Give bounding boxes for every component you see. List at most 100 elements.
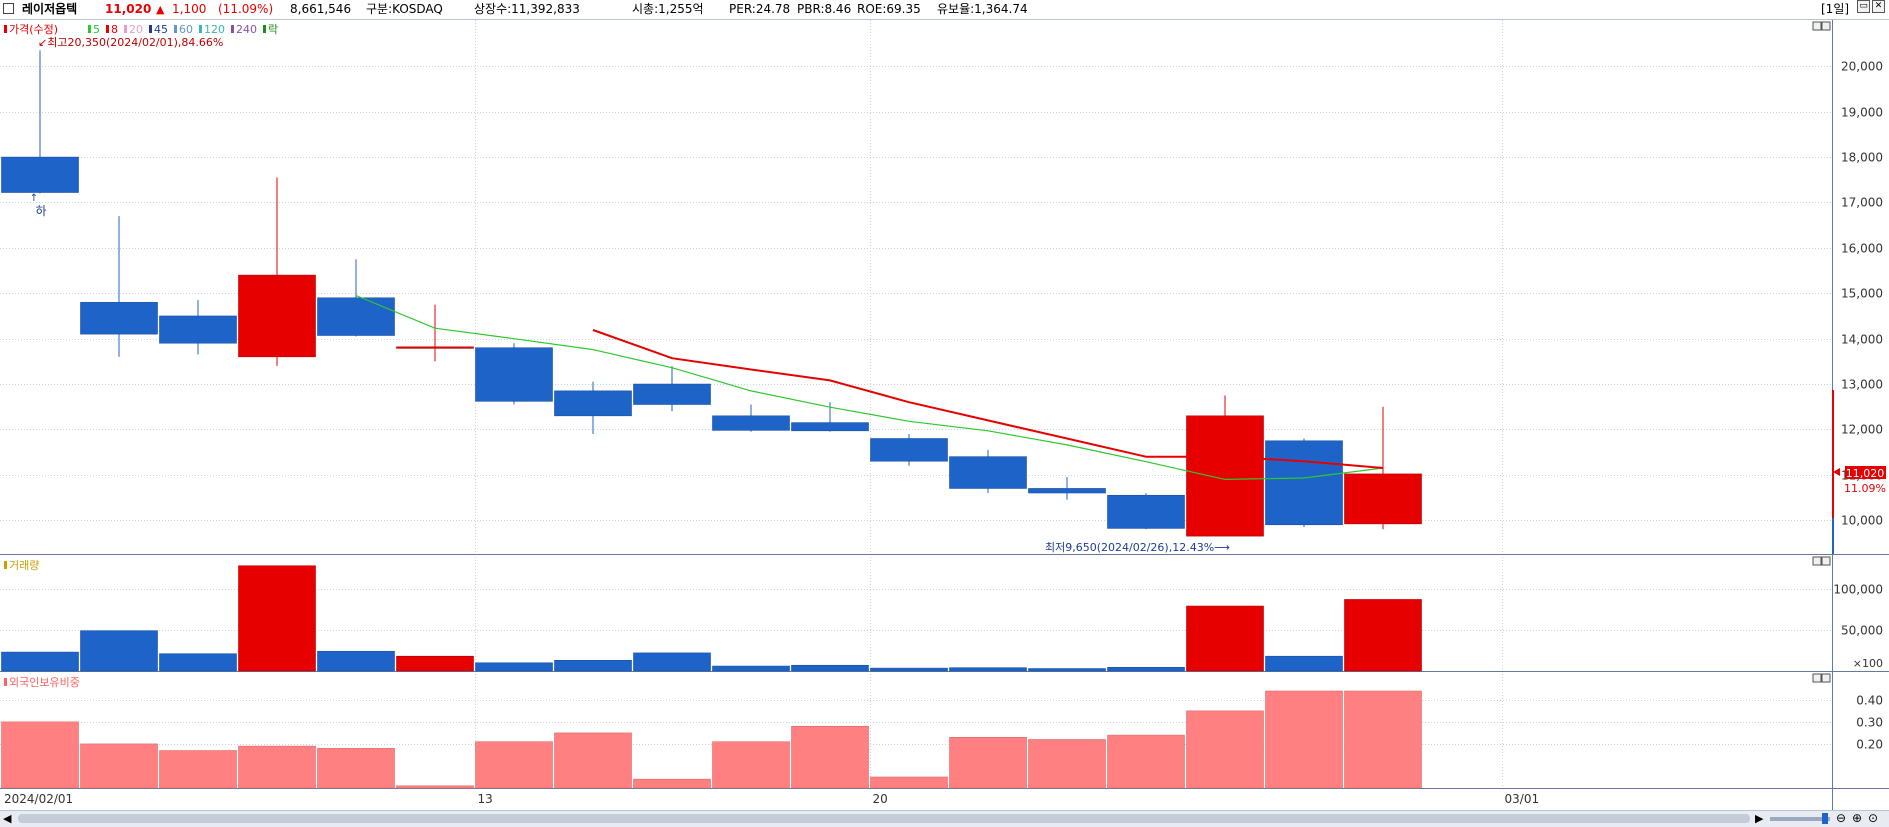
foreign-legend: 외국인보유비중 <box>4 676 80 689</box>
volume-bar <box>1 651 79 672</box>
zoom-out-icon[interactable]: ⊖ <box>1836 811 1847 825</box>
x-axis-labels: 2024/02/01 13 20 03/01 <box>4 792 1539 806</box>
market-cap: 시총:1,255억 <box>632 2 704 16</box>
lower-limit-marker: ↑ <box>30 193 38 204</box>
horizontal-scrollbar[interactable]: ◀ ▶ ⊖ ⊕ ⊙ <box>0 810 1889 827</box>
zoom-in-icon[interactable]: ⊕ <box>1852 811 1863 825</box>
ma-legend-swatch <box>124 25 127 33</box>
checkbox-icon[interactable] <box>3 3 14 14</box>
foreign-bar <box>1107 734 1185 789</box>
foreign-bar <box>159 750 237 789</box>
foreign-bar <box>1186 710 1264 789</box>
price-tick-label: 20,000 <box>1841 60 1883 74</box>
restore-icon[interactable]: ▭ <box>1857 0 1870 13</box>
ma-legend-label: 60 <box>179 23 193 36</box>
candle-body <box>633 383 711 405</box>
lower-limit-label: 하 <box>35 204 46 218</box>
ma-legend-label: 20 <box>129 23 143 36</box>
zoom-reset-icon[interactable]: ⊙ <box>1868 811 1879 825</box>
volume-tick-label: 100,000 <box>1833 583 1883 597</box>
candle-body <box>1186 415 1264 537</box>
volume-bar <box>712 665 790 672</box>
volume-bar <box>554 660 632 672</box>
price-tick-label: 13,000 <box>1841 378 1883 392</box>
volume-bar <box>80 630 158 672</box>
foreign-bar <box>554 732 632 789</box>
volume-bar <box>1107 666 1185 672</box>
foreign-bar <box>1344 690 1422 789</box>
close-icon[interactable]: ✕ <box>1872 0 1885 13</box>
price-tick-label: 18,000 <box>1841 151 1883 165</box>
volume-bar <box>1028 668 1106 672</box>
listed-shares: 상장수:11,392,833 <box>474 2 580 16</box>
ma-legend-swatch <box>106 25 109 33</box>
ma-legend-label: 락 <box>268 23 278 36</box>
foreign-bar <box>238 745 316 789</box>
volume-bar <box>238 565 316 672</box>
price-tick-label: 14,000 <box>1841 333 1883 347</box>
pbr-value: PBR:8.46 <box>797 2 852 16</box>
high-annotation-text: 최고20,350(2024/02/01),84.66% <box>47 36 223 49</box>
foreign-bar <box>870 776 948 789</box>
candle-body <box>1028 488 1106 494</box>
per-value: PER:24.78 <box>729 2 791 16</box>
volume-bar <box>633 652 711 672</box>
scroll-left-icon[interactable]: ◀ <box>3 812 12 825</box>
ma-legend-label: 5 <box>93 23 100 36</box>
change-percent: (11.09%) <box>218 2 274 16</box>
scroll-thumb[interactable] <box>18 814 1750 823</box>
ma-legend-swatch <box>199 25 202 33</box>
high-annotation: ↙최고20,350(2024/02/01),84.66% <box>38 36 223 49</box>
pane-buttons[interactable] <box>1812 21 1831 683</box>
candle-body <box>870 438 948 462</box>
date-tick-label: 13 <box>478 792 493 806</box>
candle-body <box>159 315 237 344</box>
volume-bar <box>159 653 237 672</box>
volume-bar <box>791 664 869 672</box>
foreign-grid <box>0 700 1832 745</box>
current-price: 11,020 <box>105 2 152 16</box>
low-annotation-text: 최저9,650(2024/02/26),12.43% <box>1045 541 1214 554</box>
foreign-legend-label: 외국인보유비중 <box>9 676 80 689</box>
foreign-bar <box>712 741 790 789</box>
ma-legend-swatch <box>149 25 152 33</box>
scroll-right-icon[interactable]: ▶ <box>1755 812 1764 825</box>
roe-value: ROE:69.35 <box>857 2 921 16</box>
zoom-slider[interactable] <box>1770 817 1830 821</box>
zoom-slider-handle[interactable] <box>1822 813 1828 824</box>
volume-bar <box>475 662 553 672</box>
volume-bars <box>1 565 1422 672</box>
price-tick-label: 12,000 <box>1841 423 1883 437</box>
volume-tick-label: 50,000 <box>1841 624 1883 638</box>
period-button[interactable]: [1일] <box>1821 2 1850 16</box>
foreign-bar <box>1028 739 1106 789</box>
price-tick-label: 19,000 <box>1841 106 1883 120</box>
change-amount: 1,100 <box>172 2 207 16</box>
change-up-icon: ▲ <box>156 3 165 16</box>
low-annotation: 최저9,650(2024/02/26),12.43%⟶ <box>1045 541 1230 554</box>
foreign-tick-label: 0.40 <box>1856 694 1883 708</box>
ma-legend-swatch <box>174 25 177 33</box>
current-price-tag: 11,020 <box>1846 467 1885 480</box>
price-tick-label: 17,000 <box>1841 196 1883 210</box>
volume-value: 8,661,546 <box>290 2 352 16</box>
stock-info-bar: 레이저옵텍 11,020 ▲ 1,100 (11.09%) 8,661,546 … <box>0 0 1889 20</box>
ma-legend: 5 8 20 45 60 120 240 락 <box>88 23 278 36</box>
candle-body <box>238 274 316 358</box>
foreign-bar <box>949 737 1027 789</box>
stock-name[interactable]: 레이저옵텍 <box>22 2 78 16</box>
foreign-bar <box>475 741 553 789</box>
ma-legend-label: 120 <box>204 23 225 36</box>
candle-body <box>1265 440 1343 526</box>
candle-body <box>791 422 869 432</box>
candle-body <box>475 347 553 402</box>
foreign-bar <box>633 778 711 789</box>
candle-body <box>949 456 1027 489</box>
ma8-line <box>592 329 1384 469</box>
foreign-tick-label: 0.30 <box>1856 716 1883 730</box>
foreign-bar <box>80 743 158 789</box>
candle-body <box>80 302 158 335</box>
foreign-bar <box>396 785 474 789</box>
foreign-holding-bars <box>1 690 1422 789</box>
volume-bar <box>317 650 395 672</box>
